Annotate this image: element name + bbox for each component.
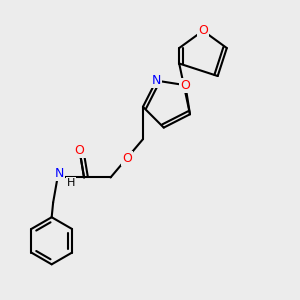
Text: O: O	[180, 79, 190, 92]
Text: H: H	[67, 178, 76, 188]
Text: N: N	[54, 167, 64, 180]
Text: O: O	[75, 145, 85, 158]
Text: N: N	[152, 74, 161, 87]
Text: O: O	[198, 24, 208, 37]
Text: O: O	[122, 152, 132, 165]
